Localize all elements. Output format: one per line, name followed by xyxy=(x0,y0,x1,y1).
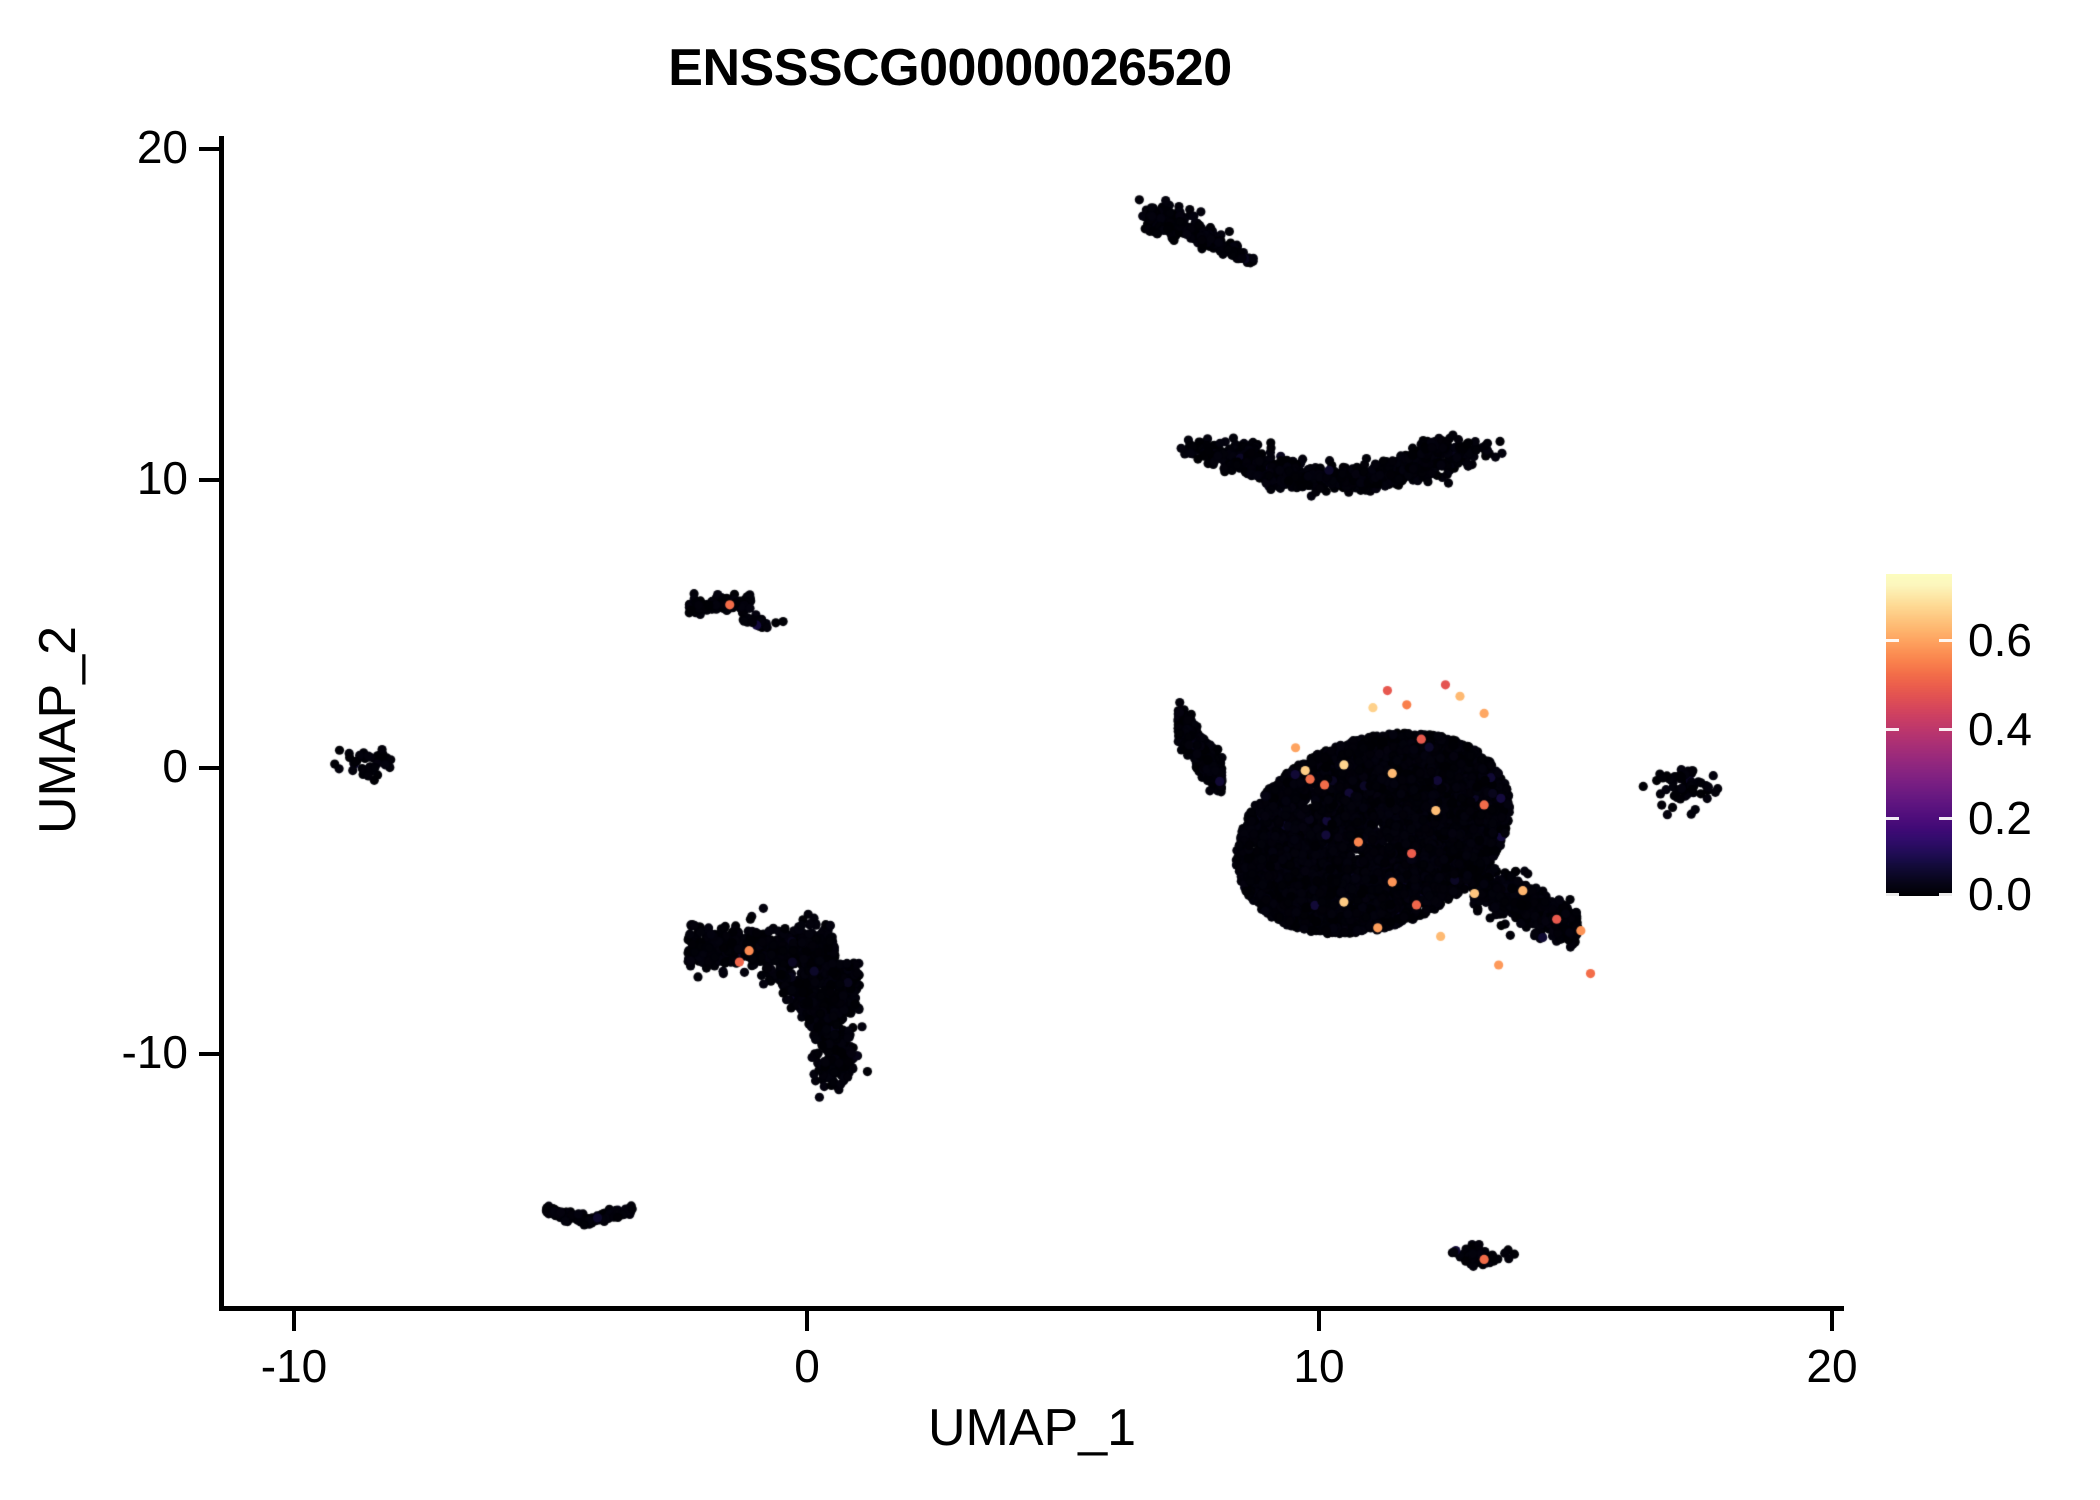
y-tick-mark-0 xyxy=(199,766,220,770)
colorbar-label-0.6: 0.6 xyxy=(1968,614,2032,666)
y-axis-title: UMAP_2 xyxy=(29,625,87,835)
colorbar-gradient xyxy=(1886,574,1952,896)
colorbar-tick-0.2-left xyxy=(1886,817,1899,820)
colorbar: 0.6 0.4 0.2 0.0 xyxy=(1886,574,2096,917)
x-tick-mark-neg10 xyxy=(292,1310,296,1331)
colorbar-tick-0.4-right xyxy=(1939,728,1952,731)
colorbar-tick-0.0-left xyxy=(1886,893,1899,896)
y-tick-label-20: 20 xyxy=(136,121,188,173)
x-tick-mark-10 xyxy=(1317,1310,1321,1331)
page-title: ENSSSCG00000026520 xyxy=(668,39,1232,97)
y-tick-mark-20 xyxy=(199,147,220,151)
x-tick-label-0: 0 xyxy=(794,1340,820,1392)
colorbar-tick-0.6-left xyxy=(1886,639,1899,642)
x-tick-label-10: 10 xyxy=(1293,1340,1345,1392)
colorbar-tick-0.6-right xyxy=(1939,639,1952,642)
x-axis-line xyxy=(219,1306,1844,1311)
colorbar-tick-0.0-right xyxy=(1939,893,1952,896)
colorbar-label-0.0: 0.0 xyxy=(1968,868,2032,920)
y-tick-mark-10 xyxy=(199,478,220,482)
y-tick-label-0: 0 xyxy=(162,740,188,792)
colorbar-label-0.2: 0.2 xyxy=(1968,792,2032,844)
colorbar-tick-0.2-right xyxy=(1939,817,1952,820)
x-tick-mark-0 xyxy=(805,1310,809,1331)
x-axis-title: UMAP_1 xyxy=(927,1399,1137,1457)
x-tick-mark-20 xyxy=(1830,1310,1834,1331)
colorbar-tick-0.4-left xyxy=(1886,728,1899,731)
x-tick-label-neg10: -10 xyxy=(260,1340,328,1392)
x-tick-label-20: 20 xyxy=(1806,1340,1858,1392)
y-tick-mark-neg10 xyxy=(199,1052,220,1056)
y-tick-label-neg10: -10 xyxy=(121,1026,188,1078)
y-tick-label-10: 10 xyxy=(136,452,188,504)
y-axis-line xyxy=(219,136,224,1311)
colorbar-label-0.4: 0.4 xyxy=(1968,703,2032,755)
scatter-plot-canvas xyxy=(222,136,1842,1308)
